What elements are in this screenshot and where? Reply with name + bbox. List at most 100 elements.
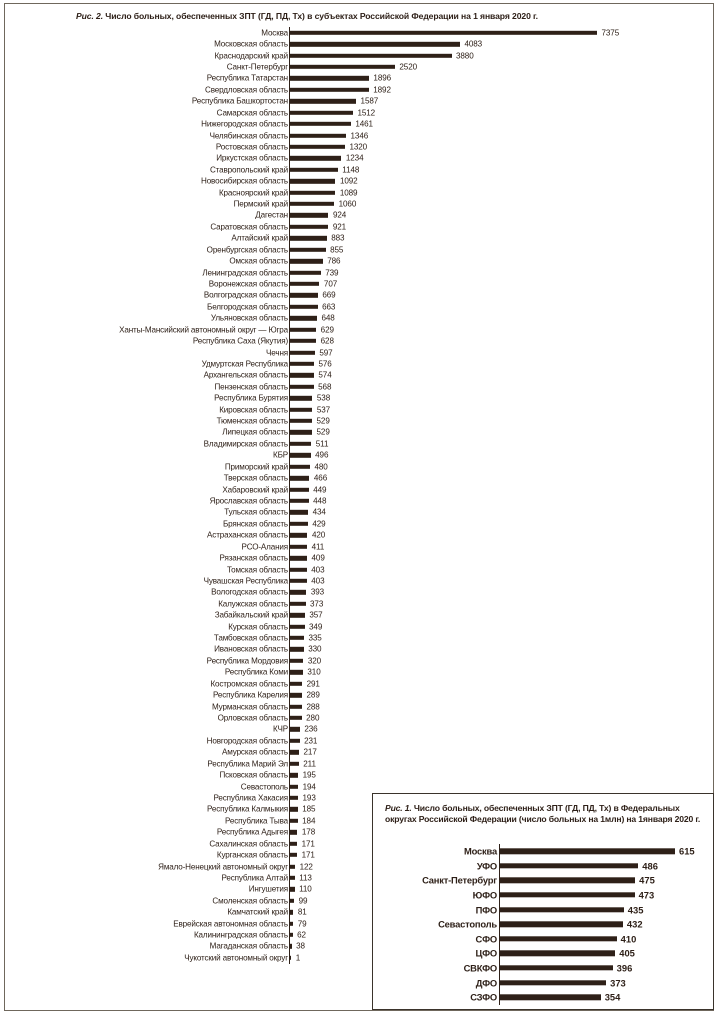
- inset-bar-row-label: ЮФО: [472, 889, 498, 901]
- bar-value-label: 2520: [399, 62, 417, 72]
- inset-bar-value-label: 354: [604, 991, 621, 1003]
- bar: [290, 590, 307, 595]
- bar-value-label: 568: [318, 382, 332, 392]
- bar: [290, 818, 298, 824]
- bar-row-label: Свердловская область: [205, 85, 288, 95]
- bar: [290, 110, 353, 115]
- bar-value-label: 1587: [360, 96, 379, 106]
- bar-value-label: 538: [316, 393, 331, 403]
- bar-row: Псковская область 195: [0, 769, 720, 780]
- bar-row-label: Пензенская область: [214, 382, 288, 392]
- inset-bar: [500, 979, 607, 986]
- inset-bar-chart: Москва 615 УФО 486 Санкт-Петербург 475 ЮФО 473 П…: [373, 844, 715, 1005]
- bar-row: Рязанская область 409: [0, 552, 720, 563]
- bar-value-label: 1092: [339, 176, 358, 186]
- inset-bar-row: Москва 615: [373, 844, 715, 859]
- bar-row: Новосибирская область 1092: [0, 175, 720, 186]
- bar-row-label: Чечня: [266, 348, 288, 358]
- bar: [290, 327, 317, 332]
- bar: [290, 601, 306, 606]
- bar: [290, 407, 313, 412]
- bar-row: Республика Коми 310: [0, 667, 720, 678]
- bar-value-label: 529: [316, 416, 330, 426]
- bar: [290, 692, 303, 698]
- bar-row: Ямало-Ненецкий автономный округ 122: [0, 861, 720, 872]
- bar: [290, 658, 304, 664]
- bar: [290, 53, 452, 58]
- bar-row-label: Нижегородская область: [201, 119, 288, 129]
- bar-row: Ханты-Мансийский автономный округ — Югра…: [0, 324, 720, 335]
- bar-value-label: 211: [303, 759, 316, 769]
- inset-bar-row-label: ПФО: [475, 904, 498, 916]
- inset-bar-row: СФО 410: [373, 932, 715, 947]
- bar-row-label: Алтайский край: [231, 233, 288, 243]
- bar-row: Дагестан 924: [0, 210, 720, 221]
- bar: [290, 396, 313, 401]
- bar-row: Ростовская область 1320: [0, 141, 720, 152]
- bar-value-label: 79: [297, 919, 307, 929]
- bar: [290, 178, 336, 184]
- bar-row-label: Ставропольский край: [209, 165, 288, 175]
- bar-row: Смоленская область 99: [0, 895, 720, 906]
- bar-row-label: КЧР: [272, 724, 288, 734]
- bar: [290, 361, 314, 367]
- bar-row-label: Ивановская область: [214, 644, 288, 654]
- bar-value-label: 411: [311, 542, 325, 552]
- bar-row: Красноярский край 1089: [0, 187, 720, 198]
- bar: [290, 453, 311, 458]
- bar-value-label: 171: [301, 850, 315, 860]
- inset-bar: [500, 906, 624, 913]
- inset-bar-row: ЦФО 405: [373, 946, 715, 961]
- bar: [290, 727, 300, 732]
- bar-row: Нижегородская область 1461: [0, 118, 720, 129]
- bar: [290, 258, 323, 264]
- bar-row-label: Тульская область: [224, 507, 288, 517]
- bar-row: Новгородская область 231: [0, 735, 720, 746]
- bar: [290, 567, 307, 572]
- bar-value-label: 195: [302, 770, 316, 780]
- bar-row-label: Магаданская область: [209, 941, 288, 951]
- bar: [290, 807, 298, 812]
- bar: [290, 350, 315, 355]
- bar-value-label: 291: [306, 679, 320, 689]
- bar-row: Вологодская область 393: [0, 587, 720, 598]
- inset-bar-row: ПФО 435: [373, 902, 715, 917]
- bar-value-label: 1896: [373, 73, 392, 83]
- bar-value-label: 349: [309, 622, 323, 632]
- bar-row-label: Тамбовская область: [213, 633, 288, 643]
- main-bar-chart: Москва 7375 Московская область 4083 Краснода…: [0, 27, 720, 1002]
- bar-row-label: Астраханская область: [207, 530, 288, 540]
- bar-row-label: Еврейская автономная область: [173, 919, 288, 929]
- bar-row: Ульяновская область 648: [0, 313, 720, 324]
- bar-row: Республика Марий Эл 211: [0, 758, 720, 769]
- bar-row-label: Республика Алтай: [221, 873, 289, 883]
- bar: [290, 156, 342, 161]
- inset-bar-row: Севастополь 432: [373, 917, 715, 932]
- bar-value-label: 466: [313, 473, 328, 483]
- bar-value-label: 597: [319, 348, 333, 358]
- bar-value-label: 171: [301, 839, 315, 849]
- inset-bar-row-label: УФО: [476, 860, 497, 872]
- bar-value-label: 373: [310, 599, 324, 609]
- bar: [290, 624, 305, 629]
- bar-row-label: Архангельская область: [203, 370, 289, 380]
- bar: [290, 887, 295, 892]
- bar-value-label: 1346: [350, 131, 369, 140]
- bar-row: РСО-Алания 411: [0, 541, 720, 552]
- bar-row-label: Челябинская область: [209, 131, 289, 140]
- bar-row: Удмуртская Республика 576: [0, 358, 720, 369]
- inset-bar: [500, 863, 639, 869]
- bar: [290, 167, 338, 172]
- bar: [290, 30, 597, 35]
- bar-row-label: Калининградская область: [193, 930, 288, 940]
- inset-bar: [500, 848, 675, 854]
- inset-bar-row: ЮФО 473: [373, 888, 715, 903]
- bar-row: Костромская область 291: [0, 678, 720, 689]
- inset-bar-value-label: 475: [639, 874, 655, 886]
- bar: [290, 338, 317, 344]
- inset-bar: [500, 950, 616, 957]
- bar-row: Магаданская область 38: [0, 941, 720, 952]
- bar-row-label: Республика Коми: [224, 667, 288, 677]
- bar-value-label: 537: [316, 405, 331, 415]
- bar: [290, 875, 295, 881]
